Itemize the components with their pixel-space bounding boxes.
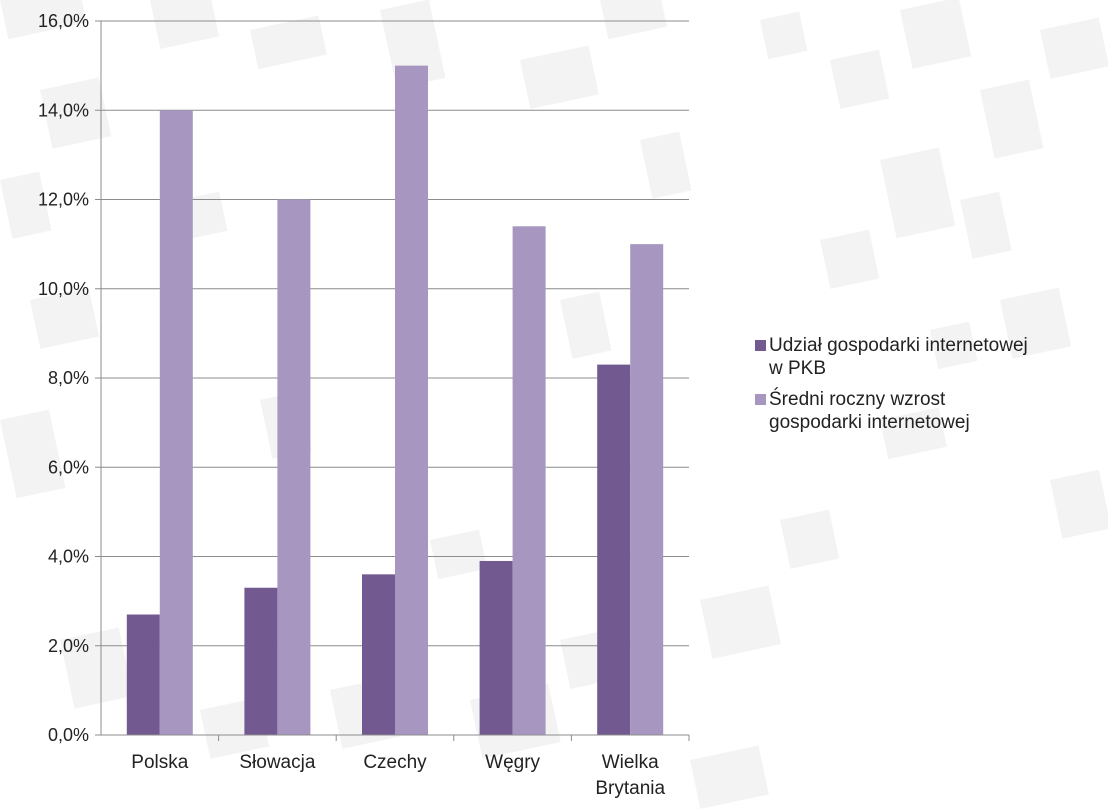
pattern-block-14 [820, 230, 879, 289]
pattern-block-5 [520, 45, 599, 108]
bar-wzrost-3 [513, 226, 546, 735]
bar-udzial-4 [597, 365, 630, 735]
bar-wzrost-1 [277, 200, 310, 736]
y-tick-label: 0,0% [48, 725, 89, 745]
y-tick-label: 16,0% [38, 11, 89, 31]
pattern-block-29 [690, 745, 769, 808]
pattern-block-12 [880, 148, 955, 239]
pattern-block-19 [780, 510, 839, 569]
pattern-block-26 [0, 410, 66, 499]
legend-swatch-1 [755, 394, 766, 405]
legend-label-1: Średni roczny wzrost gospodarki interneto… [769, 389, 970, 433]
pattern-block-2 [250, 15, 327, 69]
y-tick-label: 14,0% [38, 100, 89, 120]
x-tick-label: Wielka Brytania [595, 752, 665, 799]
pattern-block-32 [560, 292, 612, 359]
bars [127, 66, 663, 735]
legend-item-1: Średni roczny wzrost gospodarki interneto… [755, 388, 1105, 434]
y-tick-label: 6,0% [48, 457, 89, 477]
y-tick-label: 2,0% [48, 636, 89, 656]
pattern-block-9 [900, 0, 971, 69]
pattern-block-10 [980, 80, 1043, 159]
pattern-block-30 [430, 530, 487, 580]
bar-udzial-1 [244, 588, 277, 735]
pattern-block-34 [640, 132, 692, 199]
x-tick-label: Słowacja [239, 752, 315, 773]
pattern-block-1 [150, 0, 219, 49]
bar-wzrost-0 [160, 110, 193, 735]
bar-udzial-3 [480, 561, 513, 735]
legend-item-0: Udział gospodarki internetowej w PKB [755, 334, 1105, 380]
x-tick-label: Czechy [363, 752, 427, 773]
bar-udzial-2 [362, 574, 395, 735]
bar-wzrost-2 [395, 66, 428, 735]
y-tick-label: 10,0% [38, 279, 89, 299]
y-tick-label: 4,0% [48, 547, 89, 567]
bar-udzial-0 [127, 615, 160, 735]
pattern-block-6 [600, 0, 667, 39]
legend-label-0: Udział gospodarki internetowej w PKB [769, 335, 1028, 379]
legend: Udział gospodarki internetowej w PKB Śred… [755, 334, 1105, 442]
bar-wzrost-4 [630, 244, 663, 735]
pattern-block-8 [830, 50, 889, 109]
pattern-block-20 [700, 585, 781, 658]
pattern-block-11 [1040, 18, 1108, 79]
pattern-block-7 [760, 12, 807, 59]
pattern-block-18 [1050, 470, 1108, 539]
x-tick-label: Polska [131, 752, 188, 773]
y-tick-label: 8,0% [48, 368, 89, 388]
y-tick-label: 12,0% [38, 190, 89, 210]
x-tick-labels: Polska Słowacja Czechy Węgry Wielka Brytania [131, 752, 665, 799]
pattern-block-13 [960, 192, 1012, 259]
x-tick-label: Węgry [485, 752, 540, 773]
legend-swatch-0 [755, 340, 766, 351]
